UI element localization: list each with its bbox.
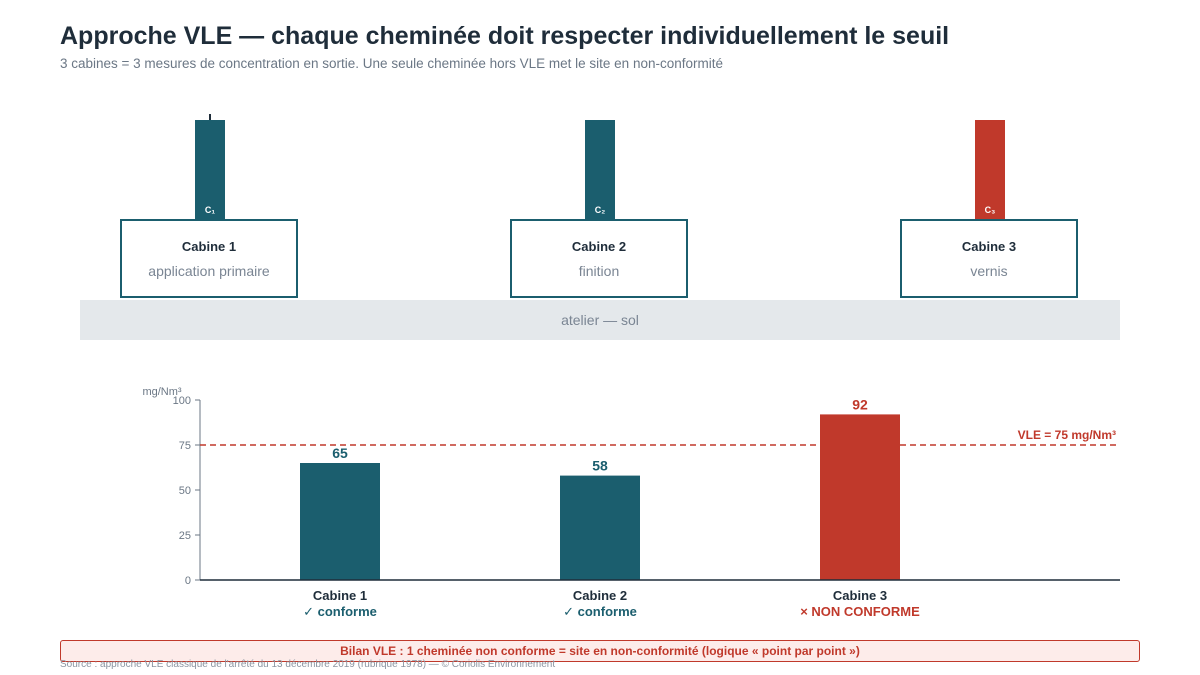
y-tick-label: 0 xyxy=(185,575,191,587)
y-tick-label: 25 xyxy=(179,530,191,542)
cabin-box-1: Cabine 1 application primaire xyxy=(120,219,298,298)
x-tick-label-3: Cabine 3 xyxy=(833,588,887,603)
summary-banner: Bilan VLE : 1 cheminée non conforme = si… xyxy=(60,640,1140,662)
status-label-1: ✓ conforme xyxy=(303,604,377,619)
threshold-label: VLE = 75 mg/Nm³ xyxy=(1018,428,1116,442)
status-label-2: ✓ conforme xyxy=(563,604,637,619)
cabin-name-1: Cabine 1 xyxy=(181,238,237,254)
stack-label-3: C₃ xyxy=(984,205,996,215)
page-title: Approche VLE — chaque cheminée doit resp… xyxy=(60,22,950,50)
stack-label-2: C₂ xyxy=(594,205,606,215)
cabin-box-3: Cabine 3 vernis xyxy=(900,219,1078,298)
x-tick-label-1: Cabine 1 xyxy=(313,588,367,603)
bar-3 xyxy=(820,414,900,580)
source-note: Source : approche VLE classique de l'arr… xyxy=(60,659,556,670)
y-axis-unit-label: mg/Nm³ xyxy=(142,386,181,398)
chimney-stack-1: C₁ xyxy=(195,120,225,220)
bar-value-label-2: 58 xyxy=(592,458,608,474)
concentration-bar-chart: mg/Nm³ 0 25 50 75 100 VLE = 75 mg/Nm³ 65 Cabine … xyxy=(142,386,1120,619)
cabin-box-2: Cabine 2 finition xyxy=(510,219,688,298)
y-tick-label: 75 xyxy=(179,440,191,452)
cabin-role-1: application primaire xyxy=(148,262,270,279)
stack-cap xyxy=(209,114,211,120)
stack-label-1: C₁ xyxy=(204,205,216,215)
chimney-stack-2: C₂ xyxy=(585,120,615,220)
cabin-name-3: Cabine 3 xyxy=(961,238,1017,254)
x-tick-label-2: Cabine 2 xyxy=(573,588,627,603)
y-tick-label: 50 xyxy=(179,485,191,497)
page-subtitle: 3 cabines = 3 mesures de concentration e… xyxy=(60,56,723,71)
workshop-floor: atelier — sol xyxy=(80,300,1120,340)
bar-value-label-1: 65 xyxy=(332,445,348,461)
bar-value-label-3: 92 xyxy=(852,396,868,412)
cabin-role-3: vernis xyxy=(970,262,1008,279)
status-label-3: × NON CONFORME xyxy=(800,604,920,619)
chimney-stack-3: C₃ xyxy=(975,120,1005,220)
cabin-name-2: Cabine 2 xyxy=(571,238,627,254)
bar-2 xyxy=(560,475,640,580)
bar-1 xyxy=(300,463,380,580)
cabin-role-2: finition xyxy=(578,262,620,279)
y-tick-label: 100 xyxy=(173,395,191,407)
